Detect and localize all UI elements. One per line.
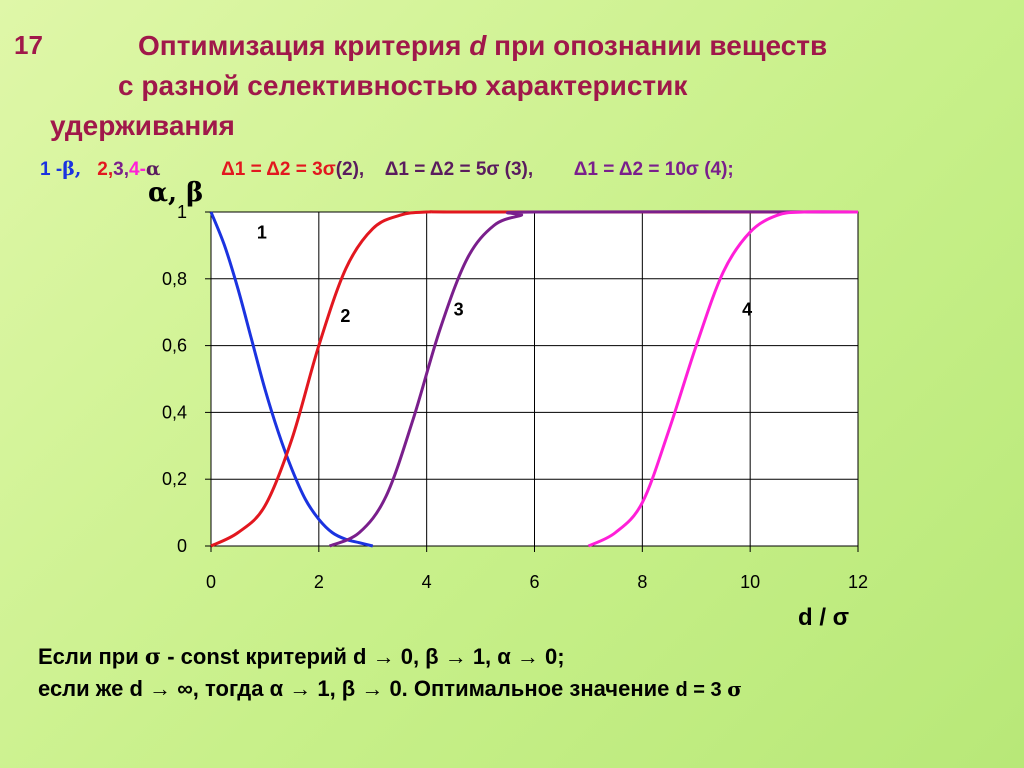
legend-comma-1: , <box>107 159 114 180</box>
title-text-a: Оптимизация критерия <box>138 30 470 61</box>
y-tick-label: 0,6 <box>162 336 187 356</box>
series-line-3 <box>329 210 859 548</box>
conclusion-2-sigma: σ <box>727 677 742 701</box>
legend-dash: - <box>139 159 146 180</box>
y-tick-label: 0,2 <box>162 469 187 489</box>
curve-label-3: 3 <box>454 300 464 320</box>
title-text-b: при опознании веществ <box>486 30 828 61</box>
slide-title-line-3: удерживания <box>50 110 235 141</box>
legend-cond-2-tag: (2), <box>335 159 365 180</box>
curve-label-2: 2 <box>340 306 350 326</box>
y-tick-label: 0,4 <box>162 402 187 422</box>
legend-cond-2: Δ1 = Δ2 = 3σ <box>221 159 336 180</box>
y-tick-label: 0 <box>177 536 187 556</box>
y-tick-label: 1 <box>177 202 187 222</box>
slide-number: 17 <box>14 30 43 60</box>
conclusion-2b: d = 3 <box>675 679 728 701</box>
legend: 1 - β, 2,3,4 - α Δ1 = Δ2 = 3σ (2), Δ1 = … <box>40 158 734 181</box>
legend-num-3: 3 <box>113 159 124 180</box>
series-line-2 <box>210 210 858 548</box>
y-axis-label: α, β <box>148 178 204 208</box>
conclusion-line-2: если же d → ∞, тогда α → 1, β → 0. Оптим… <box>38 676 742 702</box>
legend-comma-2: , <box>123 159 129 180</box>
y-tick-label: 0,8 <box>162 269 187 289</box>
x-tick-label: 10 <box>740 572 760 592</box>
x-tick-label: 2 <box>314 572 324 592</box>
legend-cond-4: Δ1 = Δ2 = 10σ (4); <box>573 159 734 180</box>
title-criterion-var: d <box>469 30 487 61</box>
curve-label-1: 1 <box>257 223 267 243</box>
series-line-4 <box>587 210 859 548</box>
x-tick-label: 4 <box>422 572 432 592</box>
legend-num-4: 4 <box>128 159 140 180</box>
conclusion-line-1: Если при σ - const критерий d → 0, β → 1… <box>38 644 565 670</box>
x-axis-label: d / σ <box>798 604 850 631</box>
conclusion-2a: если же d → ∞, тогда α → 1, β → 0. Оптим… <box>38 676 676 701</box>
conclusion-1-sigma: σ <box>144 644 162 670</box>
curve-label-4: 4 <box>742 300 752 320</box>
x-tick-label: 6 <box>529 572 539 592</box>
x-tick-label: 0 <box>206 572 216 592</box>
conclusion-1b: - const критерий d → 0, β → 1, α → 0; <box>161 644 565 669</box>
legend-num-2: 2 <box>97 159 108 180</box>
legend-alpha: α <box>145 158 161 180</box>
slide-title-line-2: с разной селективностью характеристик <box>118 70 688 101</box>
legend-cond-3: Δ1 = Δ2 = 5σ (3), <box>384 159 534 180</box>
legend-item-1-beta: β, <box>62 158 82 180</box>
conclusion-1a: Если при <box>38 644 145 669</box>
legend-item-1-num: 1 - <box>40 159 63 180</box>
x-tick-label: 12 <box>848 572 868 592</box>
x-tick-label: 8 <box>637 572 647 592</box>
slide-title-line-1: Оптимизация критерия d при опознании вещ… <box>138 30 827 62</box>
